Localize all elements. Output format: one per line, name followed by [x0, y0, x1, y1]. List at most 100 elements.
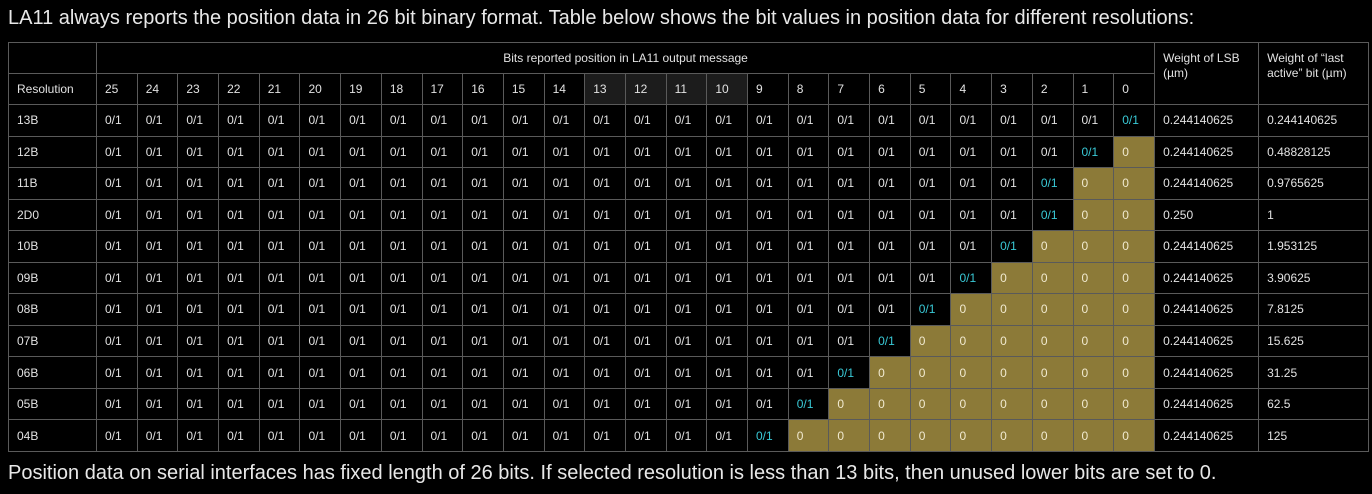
bit-cell: 0/1 [299, 261, 342, 295]
bit-cell: 0/1 [258, 387, 301, 421]
bit-cell: 0/1 [624, 261, 667, 295]
bit-zero-cell: 0 [1113, 167, 1156, 200]
bit-header-22: 22 [218, 73, 260, 105]
bit-zero-cell: 0 [1072, 356, 1115, 389]
bit-cell: 0/1 [909, 135, 952, 169]
bit-cell: 0/1 [218, 261, 260, 295]
bit-header-9: 9 [747, 73, 789, 105]
bit-cell: 0/1 [624, 135, 667, 169]
bit-last-active-cell: 0/1 [787, 387, 830, 421]
bit-zero-cell: 0 [1072, 293, 1115, 326]
bit-cell: 0/1 [218, 387, 260, 421]
bit-cell: 0/1 [340, 419, 382, 452]
bit-cell: 0/1 [706, 135, 748, 169]
bit-cell: 0/1 [706, 198, 748, 232]
bit-zero-cell: 0 [1113, 230, 1156, 263]
bit-cell: 0/1 [258, 261, 301, 295]
bit-cell: 0/1 [421, 135, 464, 169]
bit-cell: 0/1 [502, 324, 545, 358]
bit-zero-cell: 0 [1113, 419, 1156, 452]
bit-cell: 0/1 [828, 324, 871, 358]
bit-cell: 0/1 [340, 167, 382, 200]
bit-cell: 0/1 [747, 356, 789, 389]
bit-zero-cell: 0 [1031, 261, 1074, 295]
bit-cell: 0/1 [909, 104, 952, 137]
bit-cell: 0/1 [909, 167, 952, 200]
resolution-cell: 13B [8, 104, 97, 137]
last-active-weight-cell: 3.90625 [1258, 261, 1370, 295]
bit-last-active-cell: 0/1 [747, 419, 789, 452]
bit-header-0: 0 [1113, 73, 1156, 105]
resolution-cell: 09B [8, 261, 97, 295]
bit-cell: 0/1 [950, 167, 993, 200]
bit-cell: 0/1 [747, 167, 789, 200]
last-active-weight-cell: 0.9765625 [1258, 167, 1370, 200]
bit-cell: 0/1 [869, 230, 911, 263]
bit-cell: 0/1 [258, 167, 301, 200]
bit-zero-cell: 0 [1113, 356, 1156, 389]
bit-cell: 0/1 [1031, 104, 1074, 137]
bit-cell: 0/1 [96, 261, 138, 295]
bit-header-13: 13 [584, 73, 626, 105]
bit-cell: 0/1 [258, 104, 301, 137]
resolution-cell: 04B [8, 419, 97, 452]
bit-cell: 0/1 [136, 293, 179, 326]
bit-cell: 0/1 [747, 387, 789, 421]
bit-cell: 0/1 [96, 104, 138, 137]
bit-cell: 0/1 [624, 356, 667, 389]
bit-cell: 0/1 [909, 198, 952, 232]
lsb-weight-cell: 0.244140625 [1154, 387, 1260, 421]
bit-cell: 0/1 [665, 167, 708, 200]
bit-cell: 0/1 [787, 293, 830, 326]
bit-zero-cell: 0 [950, 324, 993, 358]
bit-header-4: 4 [950, 73, 993, 105]
bit-cell: 0/1 [584, 261, 626, 295]
last-active-weight-cell: 0.48828125 [1258, 135, 1370, 169]
bit-cell: 0/1 [136, 198, 179, 232]
bit-cell: 0/1 [340, 261, 382, 295]
bit-cell: 0/1 [706, 104, 748, 137]
bit-zero-cell: 0 [1031, 419, 1074, 452]
bit-cell: 0/1 [869, 167, 911, 200]
bit-cell: 0/1 [624, 293, 667, 326]
bit-zero-cell: 0 [1072, 261, 1115, 295]
table-row: 12B 0/1 0/1 0/1 0/1 0/1 0/1 0/1 0/1 0/1 0/1 0/1 0/1 0… [8, 135, 1370, 169]
table-row: 13B 0/1 0/1 0/1 0/1 0/1 0/1 0/1 0/1 0/1 0/1 0/1 0/1 0… [8, 104, 1370, 137]
bit-header-5: 5 [909, 73, 952, 105]
lsb-weight-cell: 0.244140625 [1154, 104, 1260, 137]
bit-cell: 0/1 [299, 230, 342, 263]
bit-cell: 0/1 [584, 293, 626, 326]
bit-cell: 0/1 [258, 293, 301, 326]
bit-zero-cell: 0 [869, 387, 911, 421]
bit-cell: 0/1 [543, 135, 586, 169]
bit-cell: 0/1 [543, 293, 586, 326]
bit-values-table: Bits reported position in LA11 output me… [8, 42, 1370, 452]
table-title: Bits reported position in LA11 output me… [95, 42, 1156, 74]
bit-cell: 0/1 [502, 419, 545, 452]
bit-cell: 0/1 [706, 167, 748, 200]
bit-cell: 0/1 [665, 230, 708, 263]
bit-cell: 0/1 [96, 135, 138, 169]
bit-zero-cell: 0 [991, 356, 1033, 389]
bit-cell: 0/1 [787, 167, 830, 200]
bit-header-8: 8 [787, 73, 830, 105]
bit-cell: 0/1 [421, 293, 464, 326]
bit-cell: 0/1 [543, 261, 586, 295]
bit-cell: 0/1 [665, 135, 708, 169]
bit-cell: 0/1 [991, 198, 1033, 232]
bit-cell: 0/1 [421, 230, 464, 263]
lsb-weight-cell: 0.244140625 [1154, 167, 1260, 200]
bit-cell: 0/1 [828, 293, 871, 326]
bit-zero-cell: 0 [909, 356, 952, 389]
bit-cell: 0/1 [584, 230, 626, 263]
bit-cell: 0/1 [665, 324, 708, 358]
bit-cell: 0/1 [991, 167, 1033, 200]
bit-cell: 0/1 [462, 198, 504, 232]
bit-zero-cell: 0 [991, 293, 1033, 326]
bit-cell: 0/1 [380, 230, 423, 263]
bit-cell: 0/1 [869, 261, 911, 295]
bit-cell: 0/1 [665, 198, 708, 232]
bit-cell: 0/1 [665, 419, 708, 452]
resolution-header: Resolution [8, 73, 97, 105]
resolution-cell: 11B [8, 167, 97, 200]
